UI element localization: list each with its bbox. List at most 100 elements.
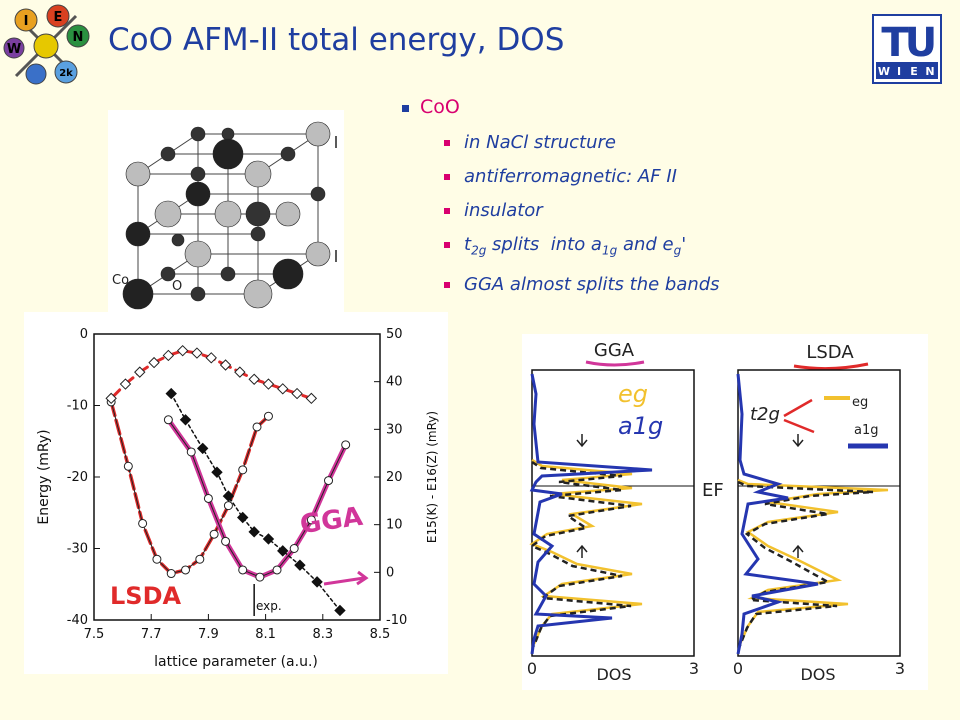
bullet-nacl: in NaCl structure xyxy=(440,126,900,160)
y-right-tick-label: 40 xyxy=(386,375,403,390)
logo-letter-n: N xyxy=(73,30,84,45)
x-tick-label: 7.7 xyxy=(141,627,162,642)
y-left-tick-label: -10 xyxy=(67,399,88,414)
a1g-label: a1g xyxy=(618,412,663,440)
bullet-gga-splits: GGA almost splits the bands xyxy=(440,268,900,302)
data-point xyxy=(165,387,177,400)
data-point xyxy=(311,576,323,588)
data-point xyxy=(223,501,233,511)
co-label: Co xyxy=(112,273,129,288)
data-point xyxy=(162,349,175,362)
data-point xyxy=(306,515,316,525)
dos-lsda-title: LSDA xyxy=(806,342,854,363)
data-point xyxy=(203,493,213,503)
data-point xyxy=(222,490,235,502)
x-tick-label: 7.5 xyxy=(84,627,105,642)
dos-gga-title: GGA xyxy=(594,340,635,361)
y-left-tick-label: -30 xyxy=(67,542,88,557)
nacl-crystal-figure: Co O xyxy=(108,110,344,314)
x-tick-label: 8.5 xyxy=(370,627,391,642)
y-left-label: Energy (mRy) xyxy=(36,429,52,524)
logo-letter-w: W xyxy=(7,42,21,57)
data-point xyxy=(105,392,117,405)
data-point xyxy=(334,604,346,617)
data-point xyxy=(195,554,205,564)
logo-letter-e: E xyxy=(54,10,63,25)
data-point xyxy=(262,378,275,390)
dos-right-xlabel: DOS xyxy=(800,665,835,684)
data-point xyxy=(152,554,162,564)
data-point xyxy=(134,366,146,378)
data-point xyxy=(219,359,232,371)
y-left-tick-label: 0 xyxy=(80,327,88,342)
o-label: O xyxy=(172,279,182,294)
data-point xyxy=(238,565,248,575)
tu-letter-n: N xyxy=(925,65,934,78)
lsda-series-thin xyxy=(110,401,269,575)
data-point xyxy=(248,526,260,538)
bullet-coo: CoO xyxy=(400,96,900,118)
data-point xyxy=(252,422,262,432)
data-point xyxy=(179,414,192,426)
data-point xyxy=(166,569,176,579)
tu-letter-w: W xyxy=(878,65,890,78)
data-point xyxy=(181,565,191,575)
y-right-tick-label: -10 xyxy=(386,613,407,628)
y-right-tick-label: 50 xyxy=(386,327,403,342)
x-tick-label: 8.1 xyxy=(255,627,276,642)
ef-label: EF xyxy=(702,480,724,501)
dos-figure: GGA LSDA EF eg a1g t2g eg a1g 0 3 DOS 0 … xyxy=(522,334,928,690)
y-right-label: E15(K) - E16(Z) (mRy) xyxy=(425,411,439,543)
data-point xyxy=(186,447,196,457)
tu-letter-i: I xyxy=(897,65,901,78)
bullet-insulator: insulator xyxy=(440,194,900,228)
dos-left-tick-0: 0 xyxy=(527,659,537,678)
gga-arrow-icon xyxy=(323,576,365,586)
y-right-tick-label: 20 xyxy=(386,470,403,485)
y-right-tick-label: 0 xyxy=(386,565,394,580)
data-point xyxy=(237,511,249,524)
bullet-list: CoO in NaCl structure antiferromagnetic:… xyxy=(400,96,900,302)
data-point xyxy=(305,392,318,405)
wien2k-logo-icon: I E N W 2k xyxy=(3,4,90,85)
dos-right-tick-3: 3 xyxy=(895,659,905,678)
t2g-label: t2g xyxy=(750,404,780,425)
energy-lattice-chart: 7.5 7.7 7.9 8.1 8.3 8.5 0 -10 -20 -30 -40 50 40 30 20 1… xyxy=(24,312,448,674)
data-point xyxy=(291,387,303,400)
dos-lsda-blue-trace xyxy=(736,373,819,655)
data-point xyxy=(289,544,299,553)
data-point xyxy=(205,352,217,364)
data-point xyxy=(211,466,223,478)
lsda-annotation: LSDA xyxy=(110,582,182,610)
tu-letter-e: E xyxy=(910,65,918,78)
exp-label: exp. xyxy=(256,599,282,613)
dos-gga-blue-trace xyxy=(529,373,653,655)
data-point xyxy=(209,529,219,539)
data-point xyxy=(234,366,246,378)
data-point xyxy=(238,465,248,475)
bullet-t2g-split: t2g splits into a1g and eg' xyxy=(440,228,900,268)
data-point xyxy=(263,411,273,421)
data-point xyxy=(272,565,282,575)
y-right-tick-label: 30 xyxy=(386,422,403,437)
dos-left-xlabel: DOS xyxy=(596,665,631,684)
tu-wien-logo-icon: T U W I E N xyxy=(872,14,942,84)
data-point xyxy=(341,440,351,450)
y-left-tick-label: -40 xyxy=(67,613,88,628)
x-tick-label: 7.9 xyxy=(198,627,219,642)
data-point xyxy=(138,518,148,528)
logo-letter-2k: 2k xyxy=(59,68,73,79)
data-point xyxy=(294,559,306,571)
data-point xyxy=(324,476,334,486)
data-point xyxy=(163,415,173,425)
data-point xyxy=(248,373,260,385)
logo-letter-i: I xyxy=(24,14,29,29)
x-axis-label: lattice parameter (a.u.) xyxy=(154,654,318,670)
slide-title: CoO AFM-II total energy, DOS xyxy=(108,22,565,58)
data-point xyxy=(196,442,209,455)
a1g-right-label: a1g xyxy=(854,423,879,438)
y-right-tick-label: 10 xyxy=(386,518,403,533)
eg-right-label: eg xyxy=(852,395,868,410)
dos-right-tick-0: 0 xyxy=(733,659,743,678)
tu-letter-t: T xyxy=(881,20,909,66)
